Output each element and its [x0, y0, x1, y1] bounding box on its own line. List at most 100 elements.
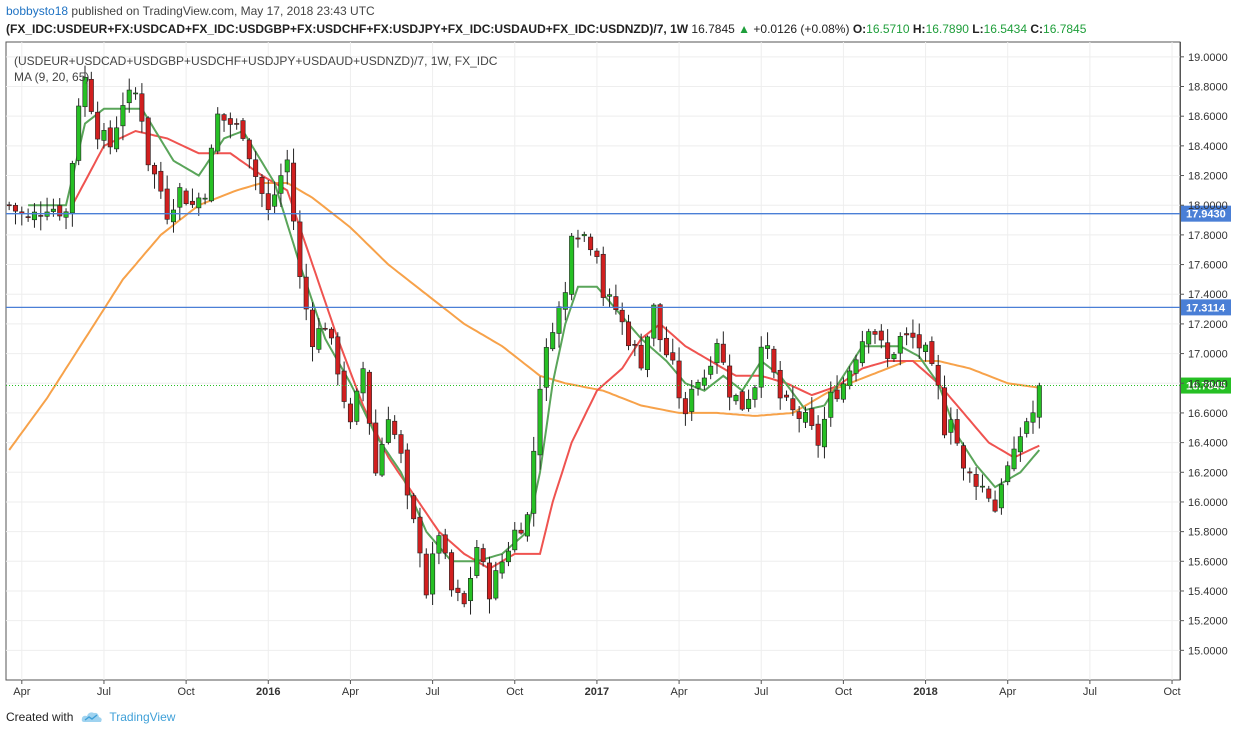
candle-up	[998, 484, 1004, 509]
candle-up	[847, 370, 853, 386]
last-price: 16.7845	[691, 22, 735, 36]
y-tick-label: 15.8000	[1188, 527, 1228, 539]
plot-area	[5, 41, 1181, 681]
candle-up	[859, 341, 865, 364]
candle-up	[644, 336, 650, 370]
candle-down	[638, 344, 644, 369]
candle-up	[505, 550, 511, 563]
candle-up	[562, 292, 568, 310]
candle-down	[265, 193, 271, 211]
candle-up	[853, 359, 859, 374]
candle-down	[404, 449, 410, 496]
candle-down	[227, 118, 233, 125]
candle-down	[954, 419, 960, 444]
horizontal-lines[interactable]: 17.9430 17.3114 16.7845	[6, 205, 1231, 394]
candle-down	[107, 127, 113, 148]
candle-down	[366, 371, 372, 424]
candlesticks	[6, 65, 1042, 615]
candle-down	[676, 360, 682, 399]
candle-up	[177, 187, 183, 208]
y-tick-label: 16.6000	[1188, 408, 1228, 420]
candle-up	[101, 130, 107, 141]
candle-up	[126, 89, 132, 104]
candle-down	[417, 516, 423, 554]
candle-up	[840, 383, 846, 400]
candle-up	[948, 419, 954, 433]
candle-up	[512, 529, 518, 551]
series-title: (USDEUR+USDCAD+USDGBP+USDCHF+USDJPY+USDA…	[14, 54, 498, 68]
candle-down	[411, 495, 417, 520]
candle-up	[50, 208, 56, 212]
candle-down	[518, 529, 524, 534]
low-value: 16.5434	[983, 22, 1028, 36]
candle-up	[360, 368, 366, 394]
candle-up	[133, 92, 139, 95]
candle-up	[821, 418, 827, 448]
ma20-line	[71, 129, 1040, 570]
x-tick-label: Jul	[97, 686, 111, 698]
candle-down	[777, 369, 783, 399]
candle-down	[373, 422, 379, 474]
y-tick-label: 15.6000	[1188, 556, 1228, 568]
candle-down	[322, 327, 328, 330]
candle-down	[183, 190, 189, 204]
candle-up	[474, 547, 480, 576]
tradingview-link[interactable]: TradingView	[109, 710, 176, 724]
candle-down	[986, 488, 992, 499]
y-tick-label: 17.6000	[1188, 260, 1228, 272]
candle-up	[354, 390, 360, 422]
candle-up	[828, 391, 834, 418]
candle-up	[897, 336, 903, 354]
candle-down	[259, 176, 265, 194]
y-tick-label: 17.0000	[1188, 349, 1228, 361]
candle-down	[164, 188, 170, 220]
candle-up	[76, 105, 82, 161]
price-axis[interactable]: 15.0000 15.2000 15.4000 15.6000 15.8000 16.00…	[1180, 52, 1228, 657]
candle-up	[537, 388, 543, 456]
candle-down	[95, 111, 101, 140]
candle-down	[809, 408, 815, 426]
candle-down	[392, 420, 398, 435]
high-label: H:	[912, 22, 926, 36]
candle-down	[916, 334, 922, 349]
x-tick-label: Jul	[754, 686, 768, 698]
y-tick-label: 18.6000	[1188, 111, 1228, 123]
time-axis[interactable]: Apr Jul Oct 2016 Apr Jul Oct 2017 Apr Jul Oct 2018 A…	[13, 680, 1181, 698]
candle-up	[436, 535, 442, 554]
candle-up	[866, 331, 872, 345]
candle-up	[468, 578, 474, 602]
candle-up	[69, 163, 75, 214]
level-price-tag	[1181, 205, 1231, 222]
candle-down	[657, 304, 663, 341]
open-label: O:	[852, 22, 867, 36]
candle-up	[556, 306, 562, 334]
candle-down	[784, 394, 790, 398]
candle-down	[663, 337, 669, 356]
candle-up	[581, 234, 587, 237]
change-up-icon: ▲	[738, 22, 751, 36]
candle-down	[347, 403, 353, 423]
author-link[interactable]: bobbysto18	[6, 4, 69, 18]
candle-down	[796, 411, 802, 419]
candle-up	[689, 388, 695, 412]
symbol-name[interactable]: (FX_IDC:USDEUR+FX:USDCAD+FX_IDC:USDGBP+F…	[6, 22, 689, 36]
candle-up	[758, 346, 764, 388]
candle-up	[208, 147, 214, 202]
candle-up	[1036, 385, 1042, 418]
open-value: 16.5710	[866, 22, 910, 36]
candle-up	[202, 197, 208, 200]
candle-up	[1030, 412, 1036, 423]
candle-down	[297, 221, 303, 277]
candle-down	[189, 200, 195, 205]
created-with-text: Created with	[6, 710, 74, 724]
candle-up	[765, 345, 771, 349]
candle-up	[196, 197, 202, 209]
candle-up	[430, 553, 436, 595]
candle-down	[720, 343, 726, 363]
candle-down	[398, 434, 404, 454]
candle-down	[442, 534, 448, 554]
candle-down	[815, 423, 821, 446]
x-tick-label: Jul	[1083, 686, 1097, 698]
candle-up	[550, 332, 556, 350]
